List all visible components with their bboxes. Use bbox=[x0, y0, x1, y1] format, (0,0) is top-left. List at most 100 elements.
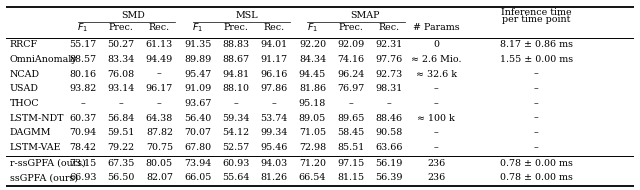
Text: 81.15: 81.15 bbox=[337, 173, 364, 182]
Text: 93.14: 93.14 bbox=[108, 84, 135, 93]
Text: Rec.: Rec. bbox=[378, 24, 399, 32]
Text: –: – bbox=[534, 143, 539, 152]
Text: 94.81: 94.81 bbox=[222, 70, 250, 79]
Text: 83.34: 83.34 bbox=[108, 55, 135, 64]
Text: 88.57: 88.57 bbox=[69, 55, 97, 64]
Text: 96.17: 96.17 bbox=[146, 84, 173, 93]
Text: 91.09: 91.09 bbox=[184, 84, 211, 93]
Text: $F_1$: $F_1$ bbox=[192, 22, 204, 34]
Text: per time point: per time point bbox=[502, 15, 571, 24]
Text: 70.07: 70.07 bbox=[184, 128, 211, 137]
Text: 81.26: 81.26 bbox=[260, 173, 288, 182]
Text: 50.27: 50.27 bbox=[108, 40, 135, 49]
Text: 70.94: 70.94 bbox=[69, 128, 97, 137]
Text: $F_1$: $F_1$ bbox=[77, 22, 88, 34]
Text: 84.34: 84.34 bbox=[299, 55, 326, 64]
Text: ssGPFA (ours): ssGPFA (ours) bbox=[10, 173, 77, 182]
Text: 63.66: 63.66 bbox=[375, 143, 403, 152]
Text: 59.34: 59.34 bbox=[222, 114, 250, 123]
Text: 58.45: 58.45 bbox=[337, 128, 364, 137]
Text: 88.67: 88.67 bbox=[222, 55, 250, 64]
Text: 80.16: 80.16 bbox=[69, 70, 97, 79]
Text: 56.50: 56.50 bbox=[108, 173, 135, 182]
Text: r-ssGPFA (ours): r-ssGPFA (ours) bbox=[10, 159, 85, 168]
Text: 73.94: 73.94 bbox=[184, 159, 211, 168]
Text: 97.15: 97.15 bbox=[337, 159, 364, 168]
Text: 88.83: 88.83 bbox=[222, 40, 250, 49]
Text: NCAD: NCAD bbox=[10, 70, 40, 79]
Text: 52.57: 52.57 bbox=[222, 143, 250, 152]
Text: 61.13: 61.13 bbox=[146, 40, 173, 49]
Text: 94.01: 94.01 bbox=[260, 40, 288, 49]
Text: 66.54: 66.54 bbox=[299, 173, 326, 182]
Text: OmniAnomaly: OmniAnomaly bbox=[10, 55, 77, 64]
Text: 89.65: 89.65 bbox=[337, 114, 364, 123]
Text: 95.46: 95.46 bbox=[260, 143, 288, 152]
Text: –: – bbox=[434, 128, 438, 137]
Text: –: – bbox=[534, 99, 539, 108]
Text: 56.39: 56.39 bbox=[375, 173, 403, 182]
Text: ≈ 100 k: ≈ 100 k bbox=[417, 114, 455, 123]
Text: 96.24: 96.24 bbox=[337, 70, 364, 79]
Text: –: – bbox=[434, 84, 438, 93]
Text: 81.86: 81.86 bbox=[299, 84, 326, 93]
Text: 96.16: 96.16 bbox=[260, 70, 288, 79]
Text: 0.78 ± 0.00 ms: 0.78 ± 0.00 ms bbox=[500, 173, 573, 182]
Text: 56.84: 56.84 bbox=[108, 114, 135, 123]
Text: 76.08: 76.08 bbox=[108, 70, 135, 79]
Text: 54.12: 54.12 bbox=[222, 128, 250, 137]
Text: –: – bbox=[534, 114, 539, 123]
Text: Rec.: Rec. bbox=[264, 24, 285, 32]
Text: –: – bbox=[81, 99, 85, 108]
Text: –: – bbox=[119, 99, 124, 108]
Text: 60.37: 60.37 bbox=[69, 114, 97, 123]
Text: –: – bbox=[157, 70, 162, 79]
Text: 88.10: 88.10 bbox=[223, 84, 250, 93]
Text: 97.76: 97.76 bbox=[376, 55, 403, 64]
Text: 76.97: 76.97 bbox=[337, 84, 364, 93]
Text: 70.75: 70.75 bbox=[146, 143, 173, 152]
Text: USAD: USAD bbox=[10, 84, 38, 93]
Text: 60.93: 60.93 bbox=[222, 159, 250, 168]
Text: 74.16: 74.16 bbox=[337, 55, 364, 64]
Text: –: – bbox=[234, 99, 238, 108]
Text: 0.78 ± 0.00 ms: 0.78 ± 0.00 ms bbox=[500, 159, 573, 168]
Text: 93.82: 93.82 bbox=[69, 84, 97, 93]
Text: 0: 0 bbox=[433, 40, 439, 49]
Text: 92.09: 92.09 bbox=[337, 40, 364, 49]
Text: 56.19: 56.19 bbox=[375, 159, 403, 168]
Text: 55.17: 55.17 bbox=[69, 40, 97, 49]
Text: –: – bbox=[434, 143, 438, 152]
Text: 91.17: 91.17 bbox=[260, 55, 288, 64]
Text: 94.03: 94.03 bbox=[260, 159, 288, 168]
Text: –: – bbox=[534, 70, 539, 79]
Text: 91.35: 91.35 bbox=[184, 40, 211, 49]
Text: –: – bbox=[534, 84, 539, 93]
Text: 85.51: 85.51 bbox=[337, 143, 364, 152]
Text: 1.55 ± 0.00 ms: 1.55 ± 0.00 ms bbox=[500, 55, 573, 64]
Text: 88.46: 88.46 bbox=[376, 114, 403, 123]
Text: $F_1$: $F_1$ bbox=[307, 22, 318, 34]
Text: 80.05: 80.05 bbox=[146, 159, 173, 168]
Text: 8.17 ± 0.86 ms: 8.17 ± 0.86 ms bbox=[500, 40, 573, 49]
Text: 94.49: 94.49 bbox=[146, 55, 173, 64]
Text: 53.74: 53.74 bbox=[260, 114, 288, 123]
Text: 95.18: 95.18 bbox=[299, 99, 326, 108]
Text: LSTM-VAE: LSTM-VAE bbox=[10, 143, 61, 152]
Text: 236: 236 bbox=[427, 159, 445, 168]
Text: 56.40: 56.40 bbox=[184, 114, 211, 123]
Text: 67.80: 67.80 bbox=[184, 143, 211, 152]
Text: 99.34: 99.34 bbox=[260, 128, 288, 137]
Text: –: – bbox=[387, 99, 392, 108]
Text: 90.58: 90.58 bbox=[376, 128, 403, 137]
Text: –: – bbox=[272, 99, 276, 108]
Text: 87.82: 87.82 bbox=[146, 128, 173, 137]
Text: 94.45: 94.45 bbox=[299, 70, 326, 79]
Text: Prec.: Prec. bbox=[223, 24, 248, 32]
Text: MSL: MSL bbox=[236, 11, 259, 20]
Text: SMD: SMD bbox=[121, 11, 145, 20]
Text: # Params: # Params bbox=[413, 24, 460, 32]
Text: Prec.: Prec. bbox=[109, 24, 134, 32]
Text: 72.98: 72.98 bbox=[299, 143, 326, 152]
Text: 55.64: 55.64 bbox=[222, 173, 250, 182]
